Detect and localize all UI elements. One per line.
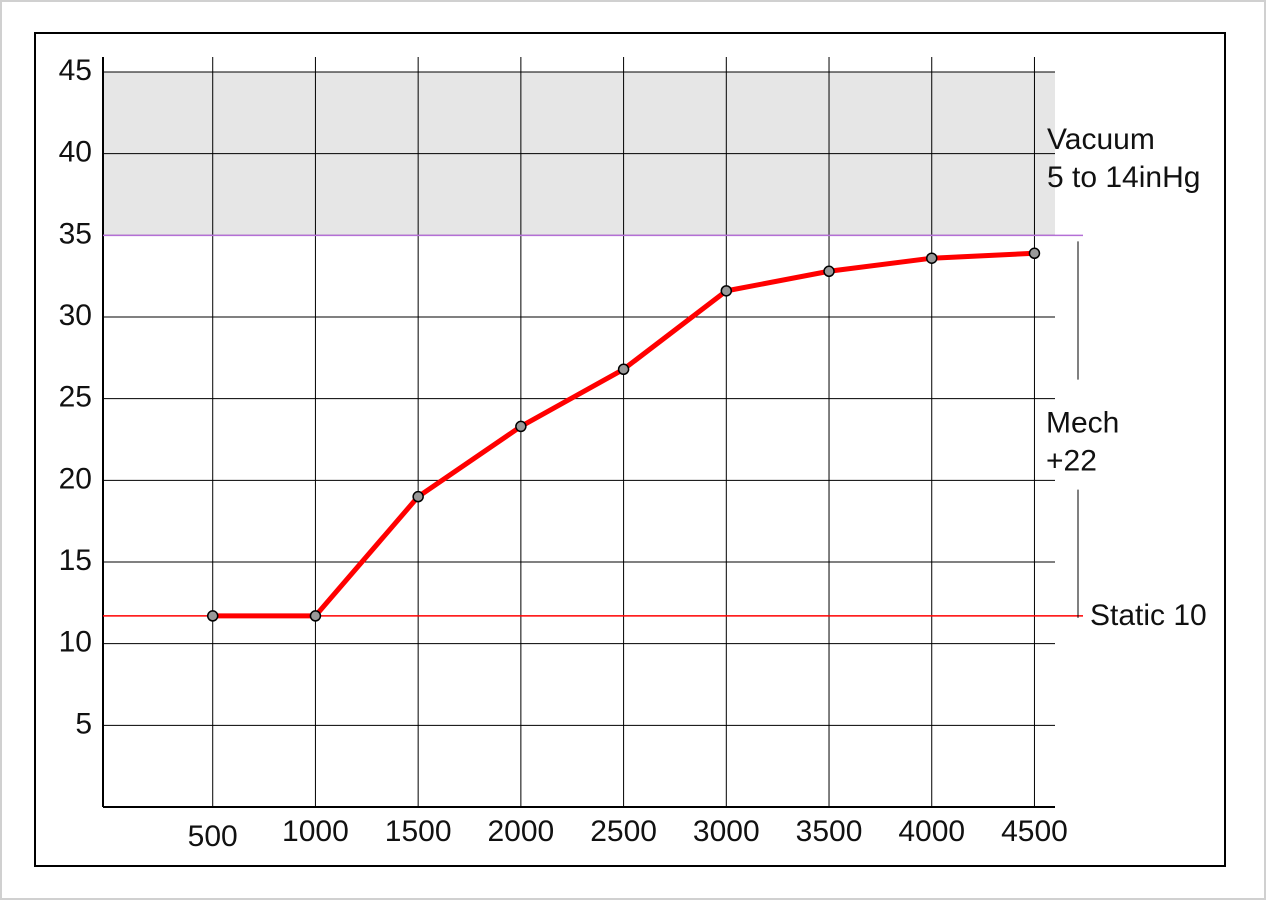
x-tick-label: 2000 [487,815,554,848]
data-point [515,420,527,433]
data-point [720,285,733,297]
x-tick-label: 3500 [796,815,863,848]
chart-border [34,32,1226,867]
y-tick-label: 25 [59,381,92,414]
bracket-label: +22 [1046,445,1097,478]
y-tick-label: 10 [59,626,92,659]
x-tick-label: 1500 [385,815,452,848]
band-label: Vacuum [1047,123,1155,156]
y-tick-label: 35 [59,217,92,250]
y-tick-label: 20 [59,462,92,495]
y-tick-label: 5 [75,707,92,740]
x-tick-label: 500 [188,820,238,853]
y-tick-label: 45 [59,54,92,87]
bracket-label: Mech [1046,407,1119,440]
data-point [925,252,938,264]
data-point [309,610,322,622]
y-tick-label: 30 [59,299,92,332]
plot: Vacuum 5 to 14inHg 5 10 15 20 25 30 35 40 45 500 100… [59,54,1207,853]
band-label: 5 to 14inHg [1047,161,1200,194]
data-point [617,363,630,376]
y-tick-label: 15 [59,544,92,577]
x-tick-label: 4000 [898,815,965,848]
data-point [206,610,219,622]
x-tick-label: 3000 [693,815,760,848]
data-point [823,265,835,278]
y-tick-label: 40 [59,136,92,169]
reference-label: Static 10 [1090,599,1207,632]
data-point [412,490,424,503]
x-tick-label: 1000 [282,815,349,848]
x-tick-label: 4500 [1001,815,1068,848]
x-tick-label: 2500 [590,815,657,848]
data-point [1028,247,1041,260]
